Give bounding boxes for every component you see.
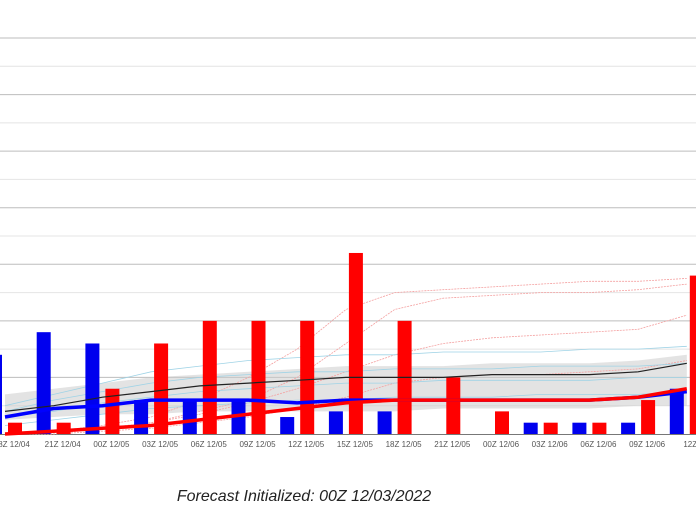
snow-bar: [36, 332, 51, 434]
forecast-chart: 8Z 12/04 21Z 12/04 00Z 12/05 03Z 12/05 06Z 1…: [0, 37, 696, 449]
snow-bar: [280, 417, 295, 434]
snow-bar: [182, 400, 197, 434]
x-tick-label: 00Z 12/06: [483, 440, 520, 449]
rain-bar: [8, 422, 22, 434]
rain-bar: [689, 275, 696, 434]
snow-bar: [621, 422, 636, 434]
x-tick-label: 12Z 12: [683, 440, 696, 449]
mean-rain-line: [4, 386, 688, 436]
rain-bar: [56, 422, 71, 434]
forecast-initialized-label: Forecast Initialized: 00Z 12/03/2022: [176, 488, 432, 505]
x-tick-label: 15Z 12/05: [337, 440, 374, 449]
snow-bar: [572, 422, 587, 434]
snow-bar: [669, 388, 684, 434]
snow-bar: [328, 411, 343, 434]
snow-bar: [134, 400, 149, 434]
x-tick-label: 06Z 12/05: [191, 440, 228, 449]
spread-band-area: [5, 354, 687, 420]
snow-bar: [523, 422, 538, 434]
x-tick-label: 21Z 12/05: [434, 440, 471, 449]
rain-bar: [592, 422, 607, 434]
member-line-blue: [4, 345, 687, 407]
x-tick-labels: 8Z 12/04 21Z 12/04 00Z 12/05 03Z 12/05 06Z 1…: [0, 440, 696, 449]
rain-bar: [641, 400, 656, 434]
rain-bar: [348, 252, 363, 434]
x-tick-label: 09Z 12/05: [239, 440, 276, 449]
rain-bar: [446, 377, 461, 434]
total-line: [4, 362, 687, 412]
x-tick-label: 8Z 12/04: [0, 440, 30, 449]
rain-bar: [495, 411, 509, 434]
member-line-red: [5, 360, 687, 435]
x-tick-label: 21Z 12/04: [45, 440, 82, 449]
snow-bar: [85, 343, 100, 434]
snow-bar: [377, 411, 392, 434]
x-tick-label: 06Z 12/06: [580, 440, 617, 449]
rain-bar: [202, 320, 217, 434]
x-tick-label: 09Z 12/06: [629, 440, 666, 449]
rain-bar: [154, 343, 169, 434]
x-tick-label: 00Z 12/05: [93, 440, 130, 449]
x-tick-label: 18Z 12/05: [386, 440, 423, 449]
x-tick-label: 12Z 12/05: [288, 440, 325, 449]
rain-bar: [105, 388, 120, 434]
x-tick-label: 03Z 12/06: [532, 440, 569, 449]
rain-bar: [300, 320, 315, 434]
rain-bar: [543, 422, 558, 434]
x-tick-label: 03Z 12/05: [142, 440, 179, 449]
gridlines: [0, 37, 696, 435]
mean-lines: [4, 362, 688, 436]
snow-bar: [0, 354, 2, 434]
rain-bar: [251, 320, 266, 434]
bars: [0, 252, 696, 434]
spread-band: [5, 354, 687, 420]
